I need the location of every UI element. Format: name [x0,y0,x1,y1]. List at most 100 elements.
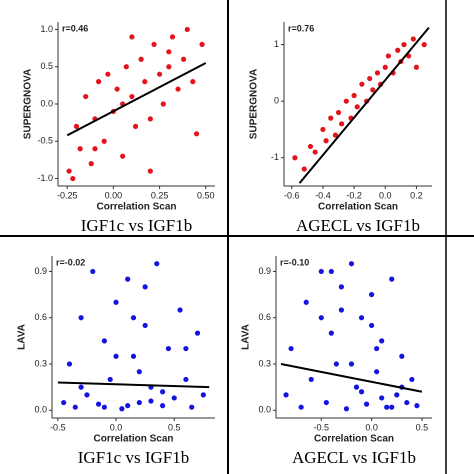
point [113,299,119,305]
point [66,361,73,367]
point [404,399,410,406]
point [385,53,391,59]
x-tick-label: 0.0 [379,190,392,200]
caption: AGECL vs IGF1b [296,216,420,235]
point [332,132,339,138]
point [351,92,357,99]
y-tick-label: 0.5 [40,61,53,71]
y-tick-label: -1.0 [37,173,53,183]
point [303,299,309,305]
point [374,70,381,76]
point [308,376,314,383]
point [101,338,107,344]
y-axis-label: SUPERGNOVA [23,69,34,139]
y-tick-label: 0.6 [258,312,271,322]
point [169,34,176,40]
point [183,376,189,383]
point [369,291,375,298]
point [147,116,153,122]
point [409,376,415,383]
x-tick-label: 0.0 [365,422,378,432]
y-tick-label: 0.9 [258,266,271,276]
point [189,404,195,410]
annotation: r=-0.02 [56,257,85,267]
point [151,41,157,47]
y-axis-label: SUPERGNOVA [249,69,260,139]
y-tick-label: 0.0 [34,405,47,415]
point [95,401,102,407]
point [101,404,107,410]
y-tick-label: 1.0 [40,24,53,34]
point [395,47,401,53]
x-axis-label: Correlation Scan [314,434,394,445]
point [123,64,129,70]
point [136,369,142,375]
point [136,399,142,406]
point [73,123,80,129]
point [379,395,385,401]
point [78,384,84,390]
y-axis-label: LAVA [241,324,252,350]
annotation: r=0.76 [288,23,314,33]
point [177,307,183,313]
fit-line [66,62,207,137]
point [142,79,148,85]
point [160,101,166,107]
point [148,398,154,404]
y-tick-label: -0.5 [37,136,53,146]
point [114,86,120,92]
point [166,64,172,70]
point [367,75,373,82]
point [369,322,375,329]
x-tick-label: 0.5 [168,422,181,432]
point [328,268,334,275]
point [160,403,166,409]
point [72,404,78,410]
point [130,315,137,321]
point [147,168,153,174]
point [288,345,294,352]
point [298,404,304,410]
point [283,392,289,398]
point [389,276,395,282]
caption: AGECL vs IGF1b [292,448,416,467]
point [96,79,102,85]
point [338,284,345,290]
x-tick-label: 0.0 [110,422,123,432]
point [125,276,131,282]
x-tick-label: -0.25 [57,190,78,200]
x-axis-label: Correlation Scan [96,202,176,213]
x-tick-label: -0.2 [346,190,362,200]
y-tick-label: -1 [271,152,279,162]
point [61,399,67,406]
point [382,64,388,70]
point [130,353,137,359]
point [358,315,365,321]
point [333,361,339,367]
point [389,404,395,410]
point [394,392,400,398]
point [338,307,345,313]
fit-line [298,27,430,184]
point [105,71,111,77]
point [421,42,427,48]
point [374,369,380,375]
point [129,93,135,100]
point [320,126,326,133]
point [318,315,324,321]
point [165,345,172,352]
point [142,284,148,290]
point [323,399,329,406]
fit-line [280,363,423,393]
point [292,155,298,161]
point [335,109,342,116]
x-axis-label: Correlation Scan [318,202,398,213]
point [374,345,380,352]
point [379,338,385,344]
annotation: r=-0.10 [280,257,309,267]
point [354,104,360,110]
x-tick-label: -0.4 [315,190,331,200]
point [166,49,172,55]
point [113,353,119,359]
